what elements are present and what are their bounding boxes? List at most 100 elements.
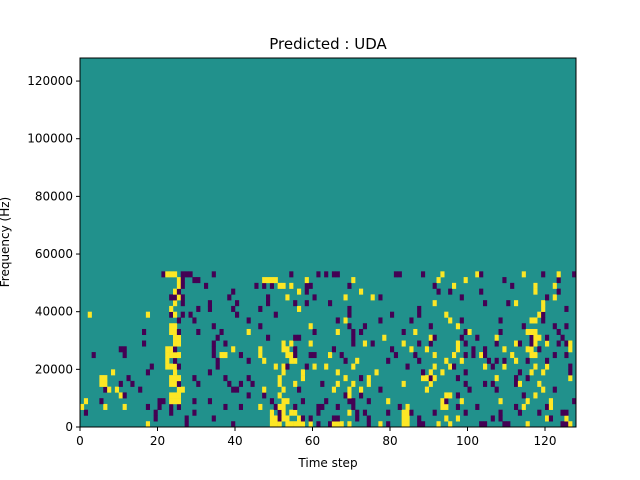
heatmap-cell bbox=[401, 415, 406, 422]
heatmap-cell bbox=[417, 421, 422, 428]
heatmap-cell bbox=[173, 311, 178, 318]
heatmap-cell bbox=[83, 398, 89, 405]
heatmap-cell bbox=[173, 398, 178, 405]
heatmap-cell bbox=[339, 352, 344, 359]
heatmap-cell bbox=[297, 421, 302, 428]
heatmap-cell bbox=[169, 375, 174, 382]
x-axis-label: Time step bbox=[297, 456, 357, 470]
heatmap-cell bbox=[502, 363, 507, 370]
heatmap-cell bbox=[320, 403, 325, 410]
heatmap-cell bbox=[293, 409, 298, 416]
y-tick-label: 40000 bbox=[35, 305, 73, 319]
heatmap-cell bbox=[463, 380, 468, 387]
heatmap-cell bbox=[238, 352, 244, 359]
heatmap-cell bbox=[304, 363, 309, 370]
heatmap-cell bbox=[529, 340, 534, 347]
heatmap-cell bbox=[207, 305, 213, 312]
heatmap-cell bbox=[184, 421, 189, 428]
heatmap-cell bbox=[289, 421, 294, 428]
heatmap-cell bbox=[324, 271, 329, 278]
heatmap-cell bbox=[169, 328, 174, 335]
heatmap-cell bbox=[173, 300, 178, 307]
heatmap-cell bbox=[455, 346, 461, 353]
heatmap-cell bbox=[165, 346, 170, 353]
heatmap-cell bbox=[428, 323, 433, 330]
heatmap-cell bbox=[393, 352, 399, 359]
heatmap-cell bbox=[401, 421, 406, 428]
heatmap-cell bbox=[517, 369, 523, 376]
heatmap-cell bbox=[459, 357, 464, 364]
heatmap-cell bbox=[494, 334, 499, 341]
heatmap-cell bbox=[211, 346, 216, 353]
heatmap-cell bbox=[521, 323, 526, 330]
heatmap-cell bbox=[173, 334, 178, 341]
heatmap-cell bbox=[297, 334, 302, 341]
heatmap-cell bbox=[424, 386, 430, 393]
heatmap-cell bbox=[343, 357, 348, 364]
heatmap-cell bbox=[490, 380, 495, 387]
heatmap-cell bbox=[266, 294, 271, 301]
heatmap-cell bbox=[417, 415, 422, 422]
heatmap-cell bbox=[463, 328, 468, 335]
heatmap-cell bbox=[556, 328, 561, 335]
heatmap-cell bbox=[366, 415, 371, 422]
heatmap-cell bbox=[564, 305, 569, 312]
heatmap-cell bbox=[269, 409, 275, 416]
heatmap-cell bbox=[483, 363, 488, 370]
heatmap-cell bbox=[529, 346, 534, 353]
heatmap-cell bbox=[277, 282, 282, 289]
heatmap-cell bbox=[153, 415, 158, 422]
x-tick-label: 60 bbox=[305, 434, 320, 448]
heatmap-cell bbox=[378, 317, 383, 324]
heatmap-cell bbox=[114, 386, 120, 393]
heatmap-cell bbox=[432, 409, 437, 416]
heatmap-cell bbox=[180, 282, 185, 289]
heatmap-cell bbox=[467, 386, 472, 393]
heatmap-cell bbox=[502, 421, 507, 428]
heatmap-cell bbox=[560, 334, 565, 341]
heatmap-cell bbox=[490, 415, 495, 422]
heatmap-cell bbox=[525, 375, 530, 382]
heatmap-cell bbox=[269, 421, 275, 428]
y-tick-label: 20000 bbox=[35, 362, 73, 376]
heatmap-cell bbox=[107, 386, 112, 393]
heatmap-cell bbox=[169, 380, 174, 387]
heatmap-cell bbox=[351, 363, 356, 370]
heatmap-cell bbox=[273, 311, 278, 318]
heatmap-cell bbox=[556, 288, 561, 295]
heatmap-cell bbox=[494, 357, 499, 364]
heatmap-cell bbox=[498, 398, 503, 405]
heatmap-cell bbox=[184, 415, 189, 422]
heatmap-cell bbox=[444, 415, 449, 422]
heatmap-cell bbox=[541, 300, 546, 307]
x-axis-ticks: 0 20 40 60 80 100 120 bbox=[76, 427, 556, 448]
heatmap-cell bbox=[498, 328, 503, 335]
heatmap-cell bbox=[176, 403, 182, 410]
heatmap-cell bbox=[227, 294, 232, 301]
heatmap-cell bbox=[347, 282, 352, 289]
heatmap-cell bbox=[440, 271, 445, 278]
heatmap-cell bbox=[196, 277, 201, 284]
heatmap-cell bbox=[138, 386, 143, 393]
heatmap-cell bbox=[343, 317, 348, 324]
heatmap-cell bbox=[91, 352, 96, 359]
heatmap-cell bbox=[304, 288, 309, 295]
heatmap-cell bbox=[211, 415, 216, 422]
heatmap-cell bbox=[118, 392, 123, 399]
heatmap-cell bbox=[417, 305, 422, 312]
heatmap-cell bbox=[246, 328, 251, 335]
x-tick-label: 20 bbox=[150, 434, 165, 448]
heatmap-cell bbox=[238, 403, 244, 410]
heatmap-cell bbox=[514, 357, 519, 364]
heatmap-cell bbox=[548, 403, 554, 410]
heatmap-cell bbox=[126, 375, 131, 382]
heatmap-cell bbox=[180, 311, 185, 318]
heatmap-cell bbox=[269, 282, 275, 289]
heatmap-cell bbox=[448, 363, 453, 370]
heatmap-cell bbox=[145, 369, 151, 376]
heatmap-cell bbox=[568, 346, 573, 353]
heatmap-cell bbox=[436, 421, 441, 428]
heatmap-cell bbox=[390, 346, 395, 353]
heatmap-cell bbox=[169, 311, 174, 318]
heatmap-cell bbox=[231, 305, 236, 312]
